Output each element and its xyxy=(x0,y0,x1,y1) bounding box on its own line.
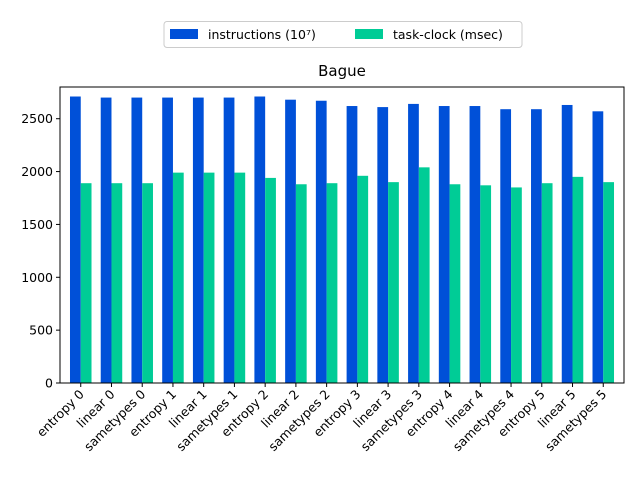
bar-task-clock-sametypes-0 xyxy=(142,183,153,383)
bar-task-clock-linear-1 xyxy=(203,172,215,383)
bar-instructions-sametypes-0 xyxy=(131,97,143,383)
bar-task-clock-entropy-0 xyxy=(80,183,92,383)
bar-instructions-entropy-0 xyxy=(69,96,81,383)
bar-instructions-linear-3 xyxy=(377,107,389,383)
bar-task-clock-entropy-4 xyxy=(449,184,461,383)
y-tick-label: 0 xyxy=(45,376,53,391)
bar-instructions-linear-2 xyxy=(285,99,296,383)
bar-task-clock-linear-4 xyxy=(480,185,492,383)
y-tick-label: 2000 xyxy=(21,164,53,179)
bar-instructions-entropy-5 xyxy=(531,109,542,383)
y-tick-label: 1000 xyxy=(21,270,53,285)
bar-instructions-sametypes-2 xyxy=(315,100,327,384)
y-tick-label: 1500 xyxy=(21,217,53,232)
bar-task-clock-sametypes-2 xyxy=(326,183,338,383)
bar-task-clock-linear-2 xyxy=(295,184,307,383)
legend-frame xyxy=(163,21,523,48)
bar-instructions-linear-5 xyxy=(561,104,573,383)
legend-swatch-instructions xyxy=(170,29,198,39)
bar-task-clock-entropy-1 xyxy=(172,172,184,383)
legend-swatch-task-clock xyxy=(355,29,383,39)
bar-task-clock-entropy-3 xyxy=(357,175,369,383)
bar-task-clock-entropy-2 xyxy=(265,177,276,383)
bar-task-clock-sametypes-3 xyxy=(418,167,430,383)
legend-label-instructions: instructions (10⁷) xyxy=(208,27,316,42)
chart-title: Bague xyxy=(318,62,366,80)
bar-instructions-sametypes-3 xyxy=(408,103,419,383)
legend: instructions (10⁷) task-clock (msec) xyxy=(163,21,523,48)
bar-task-clock-linear-3 xyxy=(388,182,399,383)
bar-instructions-linear-4 xyxy=(469,106,481,383)
bars-group xyxy=(69,96,615,384)
y-axis: 0 500 1000 1500 2000 2500 xyxy=(21,111,60,391)
bar-task-clock-linear-5 xyxy=(572,176,584,383)
bar-task-clock-sametypes-5 xyxy=(603,182,615,383)
y-tick-label: 500 xyxy=(29,323,53,338)
bar-instructions-sametypes-1 xyxy=(223,97,235,383)
bar-instructions-sametypes-5 xyxy=(592,111,604,383)
bar-instructions-linear-1 xyxy=(192,97,204,383)
bar-instructions-linear-0 xyxy=(100,97,112,383)
bar-instructions-entropy-1 xyxy=(162,97,173,383)
y-tick-label: 2500 xyxy=(21,111,53,126)
bar-task-clock-entropy-5 xyxy=(541,183,553,383)
plot-area-frame xyxy=(59,86,625,384)
bar-task-clock-sametypes-1 xyxy=(234,172,246,383)
bar-instructions-entropy-2 xyxy=(254,96,266,383)
bar-task-clock-sametypes-4 xyxy=(511,187,522,383)
x-tick-label: entropy 0 xyxy=(34,386,87,439)
bar-instructions-entropy-3 xyxy=(346,106,358,383)
bar-task-clock-linear-0 xyxy=(111,183,123,383)
bar-instructions-sametypes-4 xyxy=(500,109,512,383)
legend-label-task-clock: task-clock (msec) xyxy=(393,27,503,42)
bar-instructions-entropy-4 xyxy=(438,106,450,383)
